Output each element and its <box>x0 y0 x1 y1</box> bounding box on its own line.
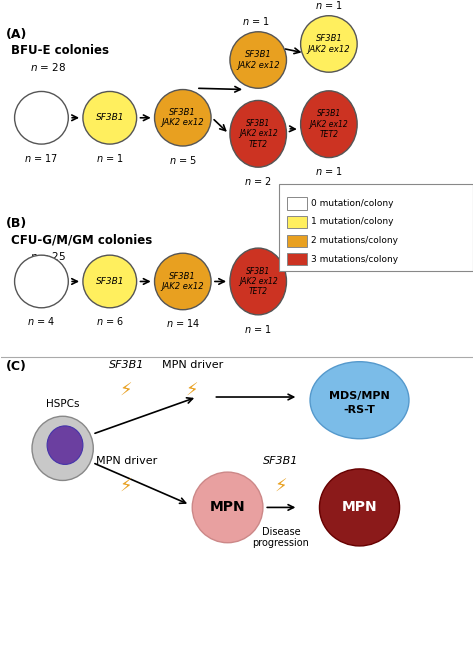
Text: $n$ = 6: $n$ = 6 <box>96 315 124 327</box>
Text: $n$ = 5: $n$ = 5 <box>169 154 197 166</box>
Ellipse shape <box>301 91 357 158</box>
Text: ⚡: ⚡ <box>274 478 287 496</box>
Text: $n$ = 2: $n$ = 2 <box>244 175 272 187</box>
Text: SF3B1: SF3B1 <box>109 360 144 370</box>
Text: SF3B1: SF3B1 <box>263 456 299 466</box>
Text: 3 mutations/colony: 3 mutations/colony <box>311 255 399 263</box>
Ellipse shape <box>230 32 286 88</box>
Text: CFU-G/M/GM colonies: CFU-G/M/GM colonies <box>11 233 152 246</box>
Ellipse shape <box>230 100 286 167</box>
Text: $n$ = 1: $n$ = 1 <box>315 165 343 177</box>
Text: SF3B1
JAK2 ex12: SF3B1 JAK2 ex12 <box>308 34 350 53</box>
Text: 0 mutation/colony: 0 mutation/colony <box>311 198 394 208</box>
Bar <box>287 234 307 246</box>
Text: $n$ = 1: $n$ = 1 <box>242 15 270 27</box>
Bar <box>287 216 307 228</box>
Text: 1 mutation/colony: 1 mutation/colony <box>311 217 394 226</box>
Text: $n$ = 17: $n$ = 17 <box>24 152 58 164</box>
Text: (C): (C) <box>6 360 27 373</box>
Text: SF3B1
JAK2 ex12: SF3B1 JAK2 ex12 <box>162 108 204 128</box>
Text: $n$ = 4: $n$ = 4 <box>27 315 55 327</box>
Text: BFU-E colonies: BFU-E colonies <box>11 44 109 57</box>
Text: $n$ = 1: $n$ = 1 <box>315 0 343 11</box>
Ellipse shape <box>83 92 137 144</box>
Text: SF3B1: SF3B1 <box>96 114 124 122</box>
Text: $n$ = 1: $n$ = 1 <box>96 152 124 164</box>
Text: 2 mutations/colony: 2 mutations/colony <box>311 236 399 245</box>
Text: SF3B1
JAK2 ex12
TET2: SF3B1 JAK2 ex12 TET2 <box>310 110 348 139</box>
Ellipse shape <box>301 16 357 72</box>
Text: MPN driver: MPN driver <box>162 360 223 370</box>
Ellipse shape <box>310 361 409 439</box>
Ellipse shape <box>155 253 211 310</box>
Text: SF3B1
JAK2 ex12: SF3B1 JAK2 ex12 <box>237 50 280 69</box>
Ellipse shape <box>192 472 263 542</box>
Text: $n$ = 14: $n$ = 14 <box>165 317 200 329</box>
Text: ⚡: ⚡ <box>120 478 133 496</box>
Text: SF3B1
JAK2 ex12
TET2: SF3B1 JAK2 ex12 TET2 <box>239 267 278 297</box>
Text: (B): (B) <box>6 217 27 230</box>
Text: (A): (A) <box>6 28 27 41</box>
Ellipse shape <box>319 469 400 546</box>
Bar <box>287 253 307 265</box>
Text: MPN driver: MPN driver <box>96 456 157 466</box>
Text: MPN: MPN <box>342 500 377 514</box>
Text: $n$ = 28: $n$ = 28 <box>30 61 66 73</box>
Ellipse shape <box>155 90 211 146</box>
Text: ⚡: ⚡ <box>120 382 133 400</box>
Ellipse shape <box>47 426 83 464</box>
Text: -RS-T: -RS-T <box>344 405 375 415</box>
Text: $n$ = 1: $n$ = 1 <box>244 323 272 335</box>
FancyBboxPatch shape <box>279 184 473 271</box>
Ellipse shape <box>15 92 68 144</box>
Text: Disease
progression: Disease progression <box>252 526 309 548</box>
Text: MDS/MPN: MDS/MPN <box>329 391 390 401</box>
Text: MPN: MPN <box>210 500 246 514</box>
Ellipse shape <box>15 255 68 308</box>
Text: HSPCs: HSPCs <box>46 399 80 409</box>
Text: SF3B1
JAK2 ex12: SF3B1 JAK2 ex12 <box>162 272 204 291</box>
Text: SF3B1: SF3B1 <box>96 277 124 286</box>
Ellipse shape <box>83 255 137 308</box>
Text: ⚡: ⚡ <box>186 382 199 400</box>
Text: SF3B1
JAK2 ex12
TET2: SF3B1 JAK2 ex12 TET2 <box>239 119 278 149</box>
Bar <box>287 197 307 210</box>
Ellipse shape <box>32 416 93 480</box>
Text: $n$ = 25: $n$ = 25 <box>30 250 66 262</box>
Ellipse shape <box>230 248 286 315</box>
